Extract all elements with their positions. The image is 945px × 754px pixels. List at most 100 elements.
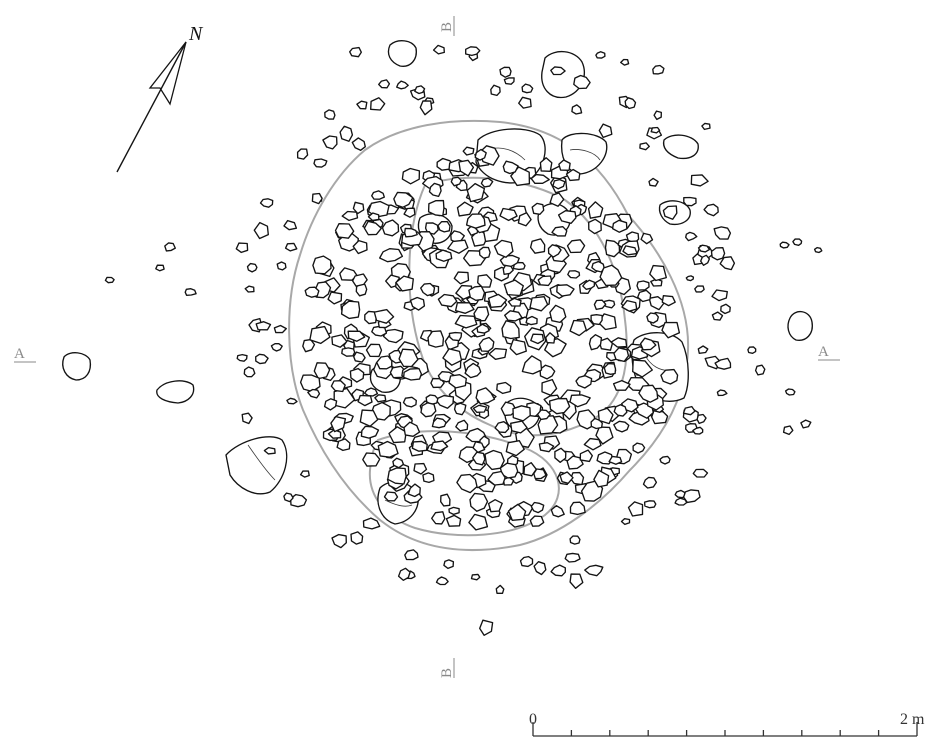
stone bbox=[401, 167, 421, 185]
stone bbox=[536, 409, 551, 421]
stone bbox=[503, 279, 524, 297]
large-stone-far-west bbox=[62, 352, 92, 381]
stone bbox=[364, 310, 377, 325]
stone bbox=[398, 348, 419, 368]
stone bbox=[584, 564, 604, 577]
stone bbox=[521, 83, 534, 94]
stone bbox=[603, 362, 617, 375]
stone bbox=[639, 142, 650, 151]
stone bbox=[477, 274, 493, 288]
scale-end-label: 2 m bbox=[900, 711, 925, 728]
stone bbox=[716, 389, 728, 397]
stone bbox=[407, 483, 421, 498]
stone bbox=[610, 337, 628, 348]
stone bbox=[432, 44, 445, 55]
stone bbox=[365, 343, 383, 358]
stone bbox=[296, 148, 309, 160]
stone bbox=[571, 104, 583, 115]
stone bbox=[323, 398, 338, 411]
stone bbox=[523, 462, 537, 477]
stone bbox=[350, 531, 364, 545]
stone bbox=[697, 244, 711, 253]
stone bbox=[501, 320, 520, 340]
stone bbox=[549, 304, 567, 324]
stone bbox=[244, 285, 255, 293]
stone bbox=[304, 286, 320, 298]
stone bbox=[590, 314, 603, 326]
stone bbox=[624, 97, 637, 110]
stone bbox=[302, 338, 316, 353]
stone bbox=[517, 212, 532, 227]
stone bbox=[711, 311, 724, 321]
stone bbox=[531, 202, 545, 215]
north-arrow-head bbox=[148, 41, 187, 106]
stone bbox=[299, 374, 321, 393]
stone bbox=[649, 264, 667, 282]
stone bbox=[682, 405, 696, 416]
stone bbox=[476, 323, 490, 334]
lower-pit-outline bbox=[368, 430, 560, 537]
stone bbox=[694, 285, 705, 293]
stone bbox=[374, 394, 387, 403]
stone bbox=[713, 226, 732, 240]
stone bbox=[447, 239, 469, 254]
stone bbox=[779, 241, 790, 249]
stone bbox=[313, 158, 328, 168]
stone bbox=[550, 66, 566, 76]
stone bbox=[430, 440, 449, 452]
stone bbox=[569, 501, 586, 516]
stone bbox=[478, 336, 495, 352]
stone bbox=[559, 471, 574, 484]
stone bbox=[357, 394, 373, 407]
stone bbox=[484, 449, 505, 471]
stone bbox=[263, 446, 276, 455]
stone bbox=[569, 319, 587, 337]
stone bbox=[661, 321, 681, 339]
stone bbox=[478, 246, 491, 259]
stone bbox=[235, 242, 249, 254]
stone bbox=[396, 80, 409, 90]
stone bbox=[377, 440, 399, 458]
stone bbox=[448, 331, 463, 342]
stone bbox=[469, 492, 489, 512]
stone bbox=[362, 517, 381, 530]
stone bbox=[470, 573, 481, 581]
stone bbox=[533, 561, 547, 576]
stone bbox=[466, 182, 486, 203]
stone bbox=[403, 421, 421, 437]
stone bbox=[692, 426, 704, 435]
stone bbox=[719, 256, 736, 271]
stone bbox=[468, 285, 486, 301]
stone bbox=[613, 404, 628, 417]
scale-bar: 0 2 m bbox=[529, 711, 925, 737]
stone bbox=[363, 387, 379, 397]
stone bbox=[381, 219, 400, 237]
stone bbox=[322, 135, 338, 150]
stone bbox=[547, 244, 562, 258]
stone bbox=[331, 533, 347, 549]
stone bbox=[499, 207, 518, 222]
section-label-a-right: A bbox=[818, 344, 829, 360]
stone bbox=[620, 58, 630, 66]
stone bbox=[747, 346, 757, 354]
stone bbox=[309, 325, 331, 345]
stone bbox=[404, 227, 418, 238]
large-stone-far-east bbox=[787, 311, 813, 341]
stone bbox=[404, 549, 419, 561]
stone bbox=[530, 501, 545, 514]
stone bbox=[519, 555, 534, 568]
stone bbox=[402, 396, 417, 408]
stone bbox=[495, 584, 505, 594]
stone bbox=[448, 374, 467, 389]
large-stone-southwest bbox=[225, 436, 288, 495]
stone bbox=[455, 419, 469, 432]
scale-start-label: 0 bbox=[529, 711, 537, 728]
stone bbox=[465, 213, 486, 229]
stone bbox=[327, 291, 343, 305]
stone bbox=[259, 198, 274, 208]
stone bbox=[427, 330, 445, 348]
stone bbox=[273, 324, 287, 334]
stone bbox=[533, 468, 547, 480]
stone bbox=[509, 338, 527, 356]
stone bbox=[569, 394, 591, 408]
